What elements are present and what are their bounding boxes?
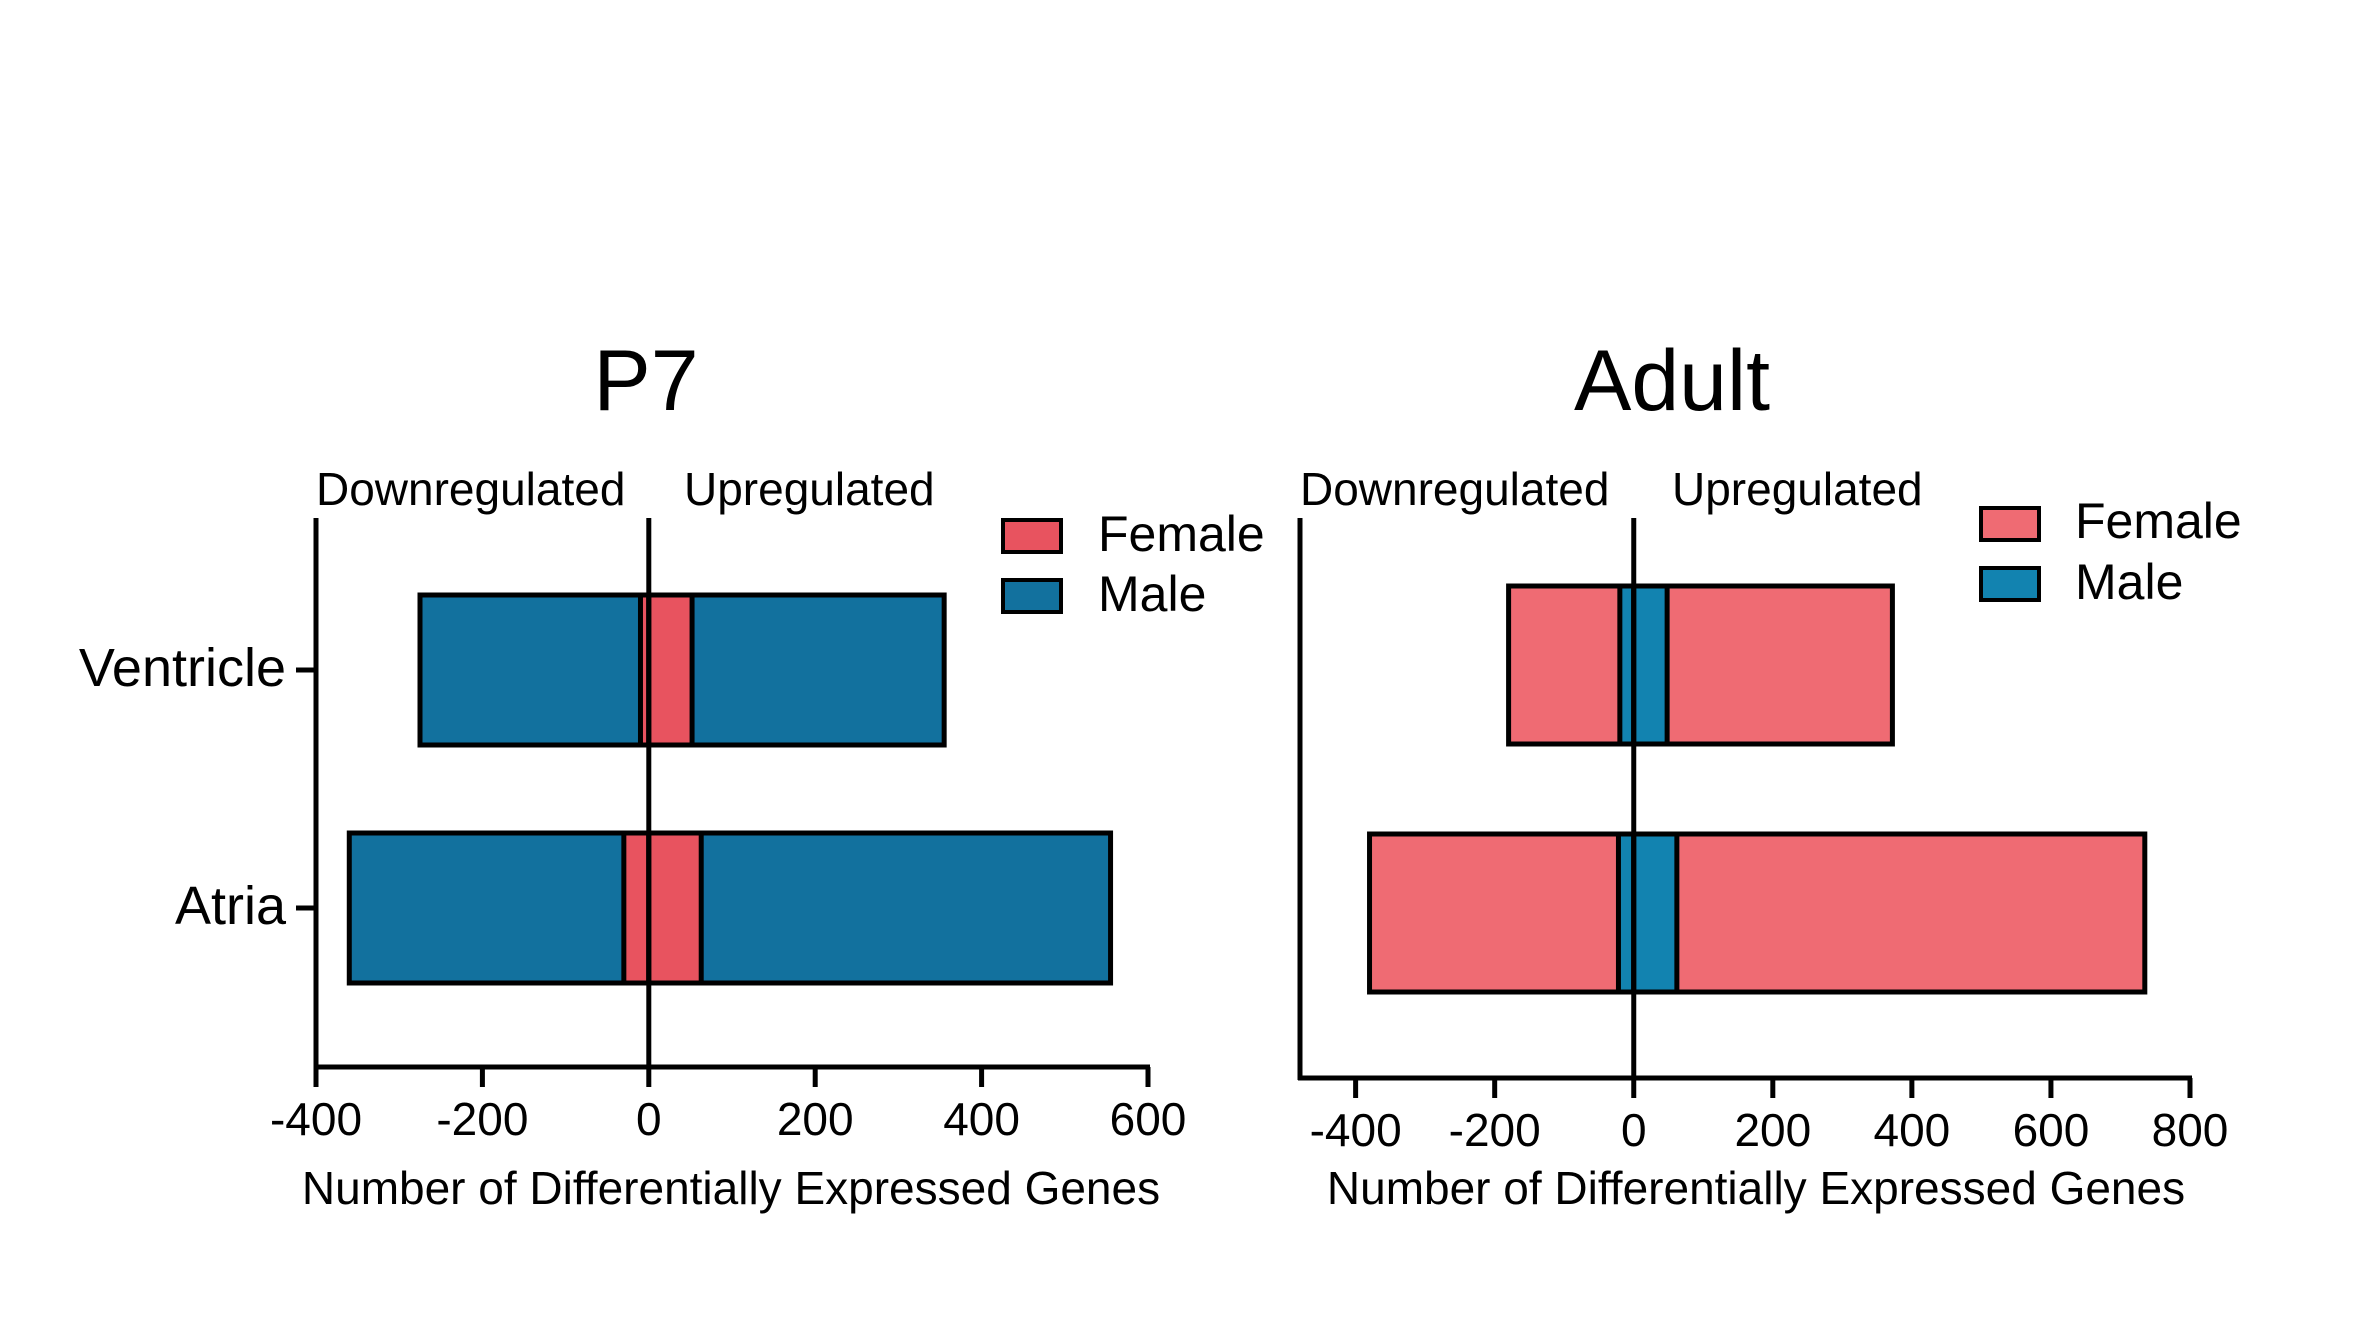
legend-swatch-female bbox=[1001, 518, 1063, 554]
legend-swatch-male bbox=[1979, 566, 2041, 602]
bar-female-ventricle-up bbox=[1631, 583, 1895, 747]
panel-p7: P7 Downregulated Upregulated Ventricle A… bbox=[79, 333, 1265, 1214]
x-axis-label: Number of Differentially Expressed Genes bbox=[1327, 1162, 2185, 1214]
x-tick-label: -400 bbox=[1310, 1104, 1402, 1156]
bar-male-ventricle-up bbox=[1631, 583, 1670, 747]
region-label-downregulated: Downregulated bbox=[1300, 463, 1609, 515]
chart-title: P7 bbox=[593, 333, 698, 429]
legend-label-female: Female bbox=[2075, 493, 2242, 549]
legend-label-female: Female bbox=[1098, 506, 1265, 562]
category-label-ventricle: Ventricle bbox=[79, 638, 286, 698]
x-tick-label: 0 bbox=[1621, 1104, 1647, 1156]
x-axis-label: Number of Differentially Expressed Genes bbox=[302, 1162, 1160, 1214]
category-label-atria: Atria bbox=[175, 876, 287, 936]
x-tick-label: 600 bbox=[1110, 1093, 1187, 1145]
x-tick-label: -200 bbox=[436, 1093, 528, 1145]
x-tick-label: 0 bbox=[636, 1093, 662, 1145]
chart-title: Adult bbox=[1574, 333, 1770, 429]
x-tick-label: 200 bbox=[1734, 1104, 1811, 1156]
legend-swatch-female bbox=[1979, 506, 2041, 542]
x-tick-label: 400 bbox=[1874, 1104, 1951, 1156]
x-tick-label: 800 bbox=[2152, 1104, 2229, 1156]
region-label-upregulated: Upregulated bbox=[684, 463, 935, 515]
legend-label-male: Male bbox=[1098, 566, 1206, 622]
bar-female-atria-down bbox=[1367, 831, 1637, 995]
x-tick-label: 400 bbox=[943, 1093, 1020, 1145]
legend-label-male: Male bbox=[2075, 554, 2183, 610]
region-label-downregulated: Downregulated bbox=[316, 463, 625, 515]
legend-swatch-male bbox=[1001, 578, 1063, 614]
x-tick-label: -400 bbox=[270, 1093, 362, 1145]
bar-female-ventricle-down bbox=[1506, 583, 1637, 747]
bar-male-atria-up bbox=[646, 830, 1114, 986]
region-label-upregulated: Upregulated bbox=[1672, 463, 1923, 515]
bar-female-atria-up bbox=[646, 830, 704, 986]
bar-male-atria-down bbox=[346, 830, 652, 986]
legend: Female Male bbox=[1979, 493, 2242, 610]
x-tick-label: -200 bbox=[1449, 1104, 1541, 1156]
bar-female-atria-up bbox=[1631, 831, 2148, 995]
legend: Female Male bbox=[1001, 506, 1265, 622]
x-tick-label: 600 bbox=[2013, 1104, 2090, 1156]
bar-male-ventricle-down bbox=[417, 592, 652, 748]
bar-female-ventricle-up bbox=[646, 592, 695, 748]
x-tick-label: 200 bbox=[777, 1093, 854, 1145]
panel-adult: Adult Downregulated Upregulated Number o… bbox=[1297, 333, 2242, 1214]
bar-female-atria-down bbox=[621, 830, 652, 986]
bar-male-atria-up bbox=[1631, 831, 1680, 995]
